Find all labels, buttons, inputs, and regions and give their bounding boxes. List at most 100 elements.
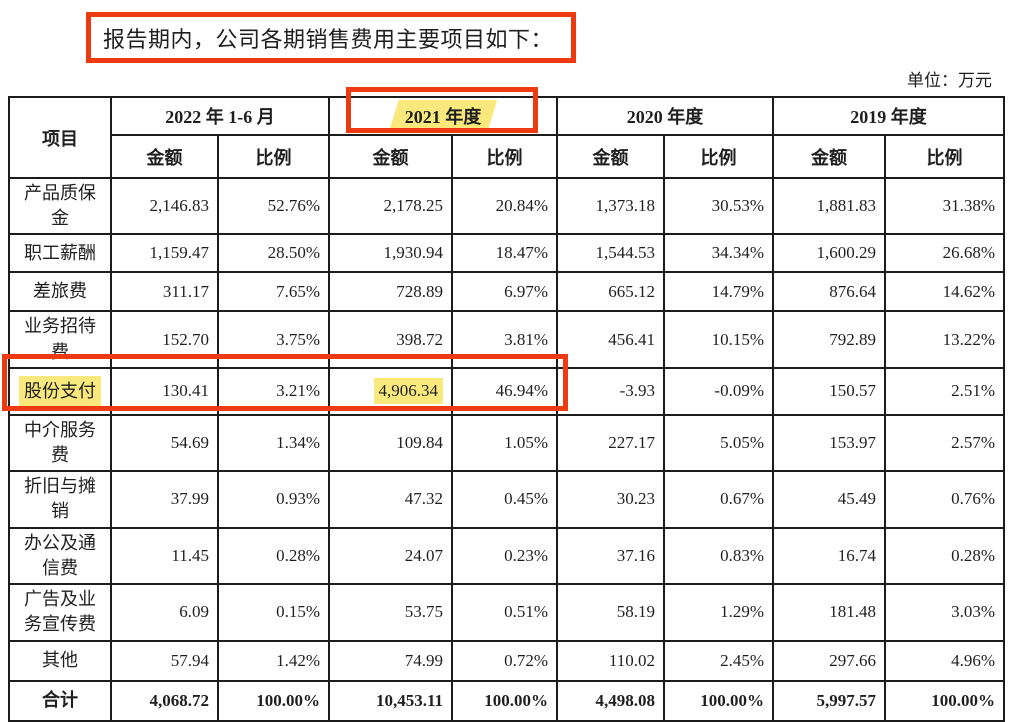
ratio-header: 比例 xyxy=(884,134,1005,179)
row-label: 中介服务费 xyxy=(8,413,112,473)
ratio-cell: 0.23% xyxy=(451,526,558,585)
amount-cell: 152.70 xyxy=(110,310,219,369)
ratio-cell: 100.00% xyxy=(884,679,1005,722)
ratio-cell: 100.00% xyxy=(217,679,330,722)
ratio-cell: 2.45% xyxy=(663,639,774,682)
table-row: 产品质保金 2,146.83 52.76% 2,178.25 20.84% 1,… xyxy=(8,176,1005,236)
ratio-cell: 18.47% xyxy=(451,233,558,274)
ratio-cell: 28.50% xyxy=(217,233,330,274)
ratio-cell: 5.05% xyxy=(663,413,774,473)
amount-cell: 10,453.11 xyxy=(328,679,453,722)
amount-cell: 153.97 xyxy=(772,413,886,473)
ratio-cell: 3.21% xyxy=(217,366,330,416)
amount-cell: 24.07 xyxy=(328,526,453,585)
ratio-cell: 46.94% xyxy=(451,366,558,416)
table-row: 其他 57.94 1.42% 74.99 0.72% 110.02 2.45% … xyxy=(8,639,1005,682)
ratio-header: 比例 xyxy=(451,134,558,179)
amount-header: 金额 xyxy=(110,134,219,179)
intro-annotation-box: 报告期内，公司各期销售费用主要项目如下： xyxy=(86,12,576,63)
row-label: 职工薪酬 xyxy=(8,233,112,274)
amount-cell: 227.17 xyxy=(556,413,665,473)
ratio-cell: 0.15% xyxy=(217,582,330,642)
amount-cell: 1,930.94 xyxy=(328,233,453,274)
table-row: 广告及业务宣传费 6.09 0.15% 53.75 0.51% 58.19 1.… xyxy=(8,582,1005,642)
ratio-cell: 26.68% xyxy=(884,233,1005,274)
amount-cell: 57.94 xyxy=(110,639,219,682)
table-row: 职工薪酬 1,159.47 28.50% 1,930.94 18.47% 1,5… xyxy=(8,233,1005,274)
period-header-row: 项目 2022 年 1-6 月 2021 年度 2020 年度 2019 年度 xyxy=(8,96,1005,179)
table-row-total: 合计 4,068.72 100.00% 10,453.11 100.00% 4,… xyxy=(8,679,1005,722)
table-row: 差旅费 311.17 7.65% 728.89 6.97% 665.12 14.… xyxy=(8,271,1005,313)
amount-cell: 1,881.83 xyxy=(772,176,886,236)
amount-cell: 665.12 xyxy=(556,271,665,313)
ratio-cell: 3.03% xyxy=(884,582,1005,642)
amount-cell: 37.16 xyxy=(556,526,665,585)
ratio-header: 比例 xyxy=(663,134,774,179)
amount-cell: 876.64 xyxy=(772,271,886,313)
ratio-cell: 3.81% xyxy=(451,310,558,369)
row-label: 办公及通信费 xyxy=(8,526,112,585)
ratio-cell: 0.93% xyxy=(217,470,330,529)
amount-cell: 311.17 xyxy=(110,271,219,313)
ratio-cell: 10.15% xyxy=(663,310,774,369)
sales-expense-table-wrap: 项目 2022 年 1-6 月 2021 年度 2020 年度 2019 年度 … xyxy=(8,96,1005,722)
row-label: 差旅费 xyxy=(8,271,112,313)
row-label: 折旧与摊销 xyxy=(8,470,112,529)
item-header-cell: 项目 xyxy=(8,96,112,179)
ratio-header: 比例 xyxy=(217,134,330,179)
amount-cell: 37.99 xyxy=(110,470,219,529)
ratio-cell: 0.28% xyxy=(217,526,330,585)
ratio-cell: 34.34% xyxy=(663,233,774,274)
ratio-cell: 0.28% xyxy=(884,526,1005,585)
highlight-marker-2021: 2021 年度 xyxy=(389,100,498,132)
ratio-cell: -0.09% xyxy=(663,366,774,416)
amount-cell: 16.74 xyxy=(772,526,886,585)
amount-header: 金额 xyxy=(328,134,453,179)
highlight-share-payment-label: 股份支付 xyxy=(19,375,101,407)
amount-cell: 792.89 xyxy=(772,310,886,369)
unit-label: 单位：万元 xyxy=(907,71,992,90)
amount-cell: 398.72 xyxy=(328,310,453,369)
ratio-cell: 0.76% xyxy=(884,470,1005,529)
ratio-cell: 20.84% xyxy=(451,176,558,236)
table-row: 业务招待费 152.70 3.75% 398.72 3.81% 456.41 1… xyxy=(8,310,1005,369)
amount-cell: 53.75 xyxy=(328,582,453,642)
ratio-cell: 7.65% xyxy=(217,271,330,313)
ratio-cell: 4.96% xyxy=(884,639,1005,682)
amount-header: 金额 xyxy=(556,134,665,179)
table-header: 项目 2022 年 1-6 月 2021 年度 2020 年度 2019 年度 … xyxy=(8,96,1005,179)
ratio-cell: 0.72% xyxy=(451,639,558,682)
amount-cell: 5,997.57 xyxy=(772,679,886,722)
ratio-cell: 100.00% xyxy=(663,679,774,722)
row-label: 合计 xyxy=(8,679,112,722)
amount-cell: 728.89 xyxy=(328,271,453,313)
ratio-cell: 6.97% xyxy=(451,271,558,313)
amount-cell: 456.41 xyxy=(556,310,665,369)
amount-cell: 150.57 xyxy=(772,366,886,416)
amount-cell: 2,146.83 xyxy=(110,176,219,236)
ratio-cell: 1.42% xyxy=(217,639,330,682)
amount-cell: 54.69 xyxy=(110,413,219,473)
amount-cell: 109.84 xyxy=(328,413,453,473)
amount-cell: 74.99 xyxy=(328,639,453,682)
ratio-cell: 52.76% xyxy=(217,176,330,236)
amount-cell: 45.49 xyxy=(772,470,886,529)
amount-cell: 1,600.29 xyxy=(772,233,886,274)
ratio-cell: 30.53% xyxy=(663,176,774,236)
amount-cell: 4,068.72 xyxy=(110,679,219,722)
amount-cell: 58.19 xyxy=(556,582,665,642)
ratio-cell: 3.75% xyxy=(217,310,330,369)
amount-cell: -3.93 xyxy=(556,366,665,416)
ratio-cell: 1.34% xyxy=(217,413,330,473)
amount-header: 金额 xyxy=(772,134,886,179)
amount-cell: 2,178.25 xyxy=(328,176,453,236)
ratio-cell: 0.83% xyxy=(663,526,774,585)
intro-text: 报告期内，公司各期销售费用主要项目如下： xyxy=(103,26,554,52)
amount-cell: 1,373.18 xyxy=(556,176,665,236)
amount-cell: 30.23 xyxy=(556,470,665,529)
ratio-cell: 0.51% xyxy=(451,582,558,642)
amount-cell: 47.32 xyxy=(328,470,453,529)
sales-expense-table: 项目 2022 年 1-6 月 2021 年度 2020 年度 2019 年度 … xyxy=(8,96,1005,722)
amount-cell: 297.66 xyxy=(772,639,886,682)
amount-cell: 1,544.53 xyxy=(556,233,665,274)
